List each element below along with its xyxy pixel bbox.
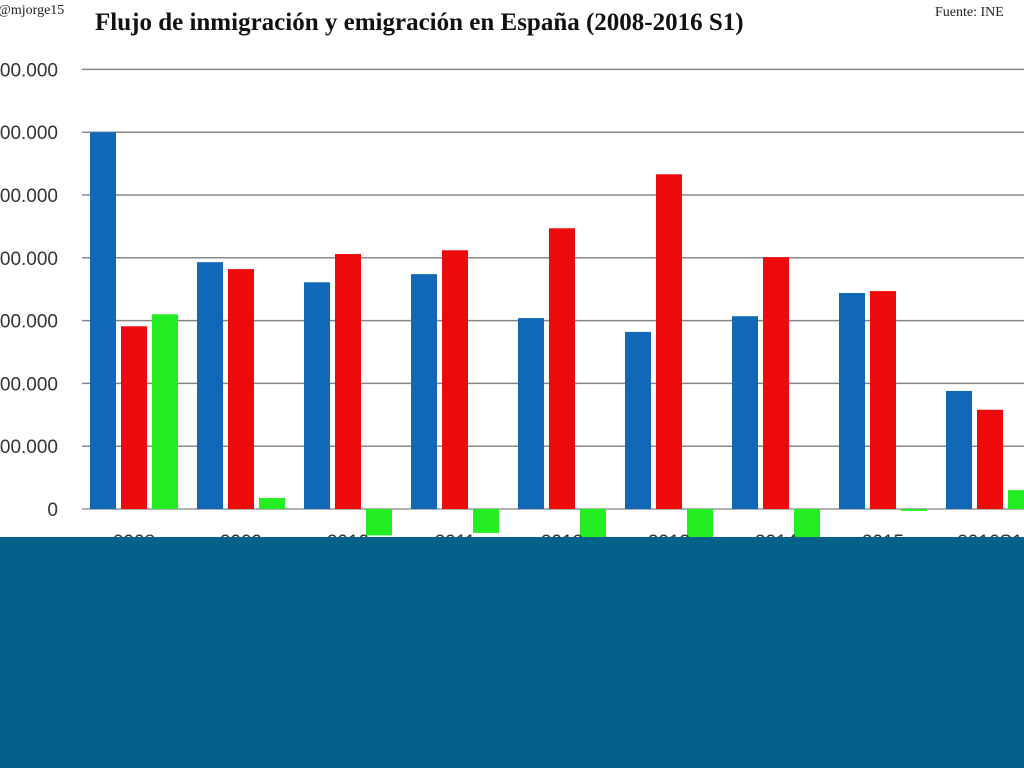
y-tick-label: 100.000 [0,437,58,458]
bar-2009-s1 [197,262,223,509]
bar-2008-s1 [90,132,116,509]
bar-2011-s2 [442,250,468,509]
bar-2016S1-s1 [946,390,972,509]
bar-2008-s2 [121,326,147,509]
bar-2012-s2 [549,228,575,509]
y-tick-label: 500.000 [0,186,58,207]
bar-2015-s2 [870,291,896,509]
bar-2016S1-s3 [1008,490,1024,509]
y-tick-label: 200.000 [0,374,58,395]
bar-2009-s3 [259,498,285,509]
bar-2009-s2 [228,269,254,509]
bar-2013-s2 [656,174,682,509]
bar-2010-s3 [366,509,392,536]
bar-2008-s3 [152,314,178,509]
bar-2015-s3 [901,509,927,511]
chart-title: Flujo de inmigración y emigración en Esp… [95,9,744,36]
bar-2011-s3 [473,509,499,533]
overlay-panel [0,537,1024,768]
y-tick-label: 700.000 [0,60,58,81]
y-tick-label: 300.000 [0,312,58,333]
bar-2014-s1 [732,316,758,509]
bar-2012-s1 [518,318,544,509]
source-label: Fuente: INE [935,5,1004,20]
bar-2015-s1 [839,292,865,509]
bar-2014-s2 [763,257,789,509]
bar-2011-s1 [411,274,437,509]
bar-2016S1-s2 [977,409,1003,509]
bar-2013-s1 [625,331,651,509]
y-tick-label: 600.000 [0,123,58,144]
author-label: @mjorge15 [0,3,64,18]
y-tick-label: 400.000 [0,249,58,270]
bar-2010-s1 [304,282,330,509]
bar-2010-s2 [335,254,361,509]
y-tick-label: 0 [47,500,58,521]
